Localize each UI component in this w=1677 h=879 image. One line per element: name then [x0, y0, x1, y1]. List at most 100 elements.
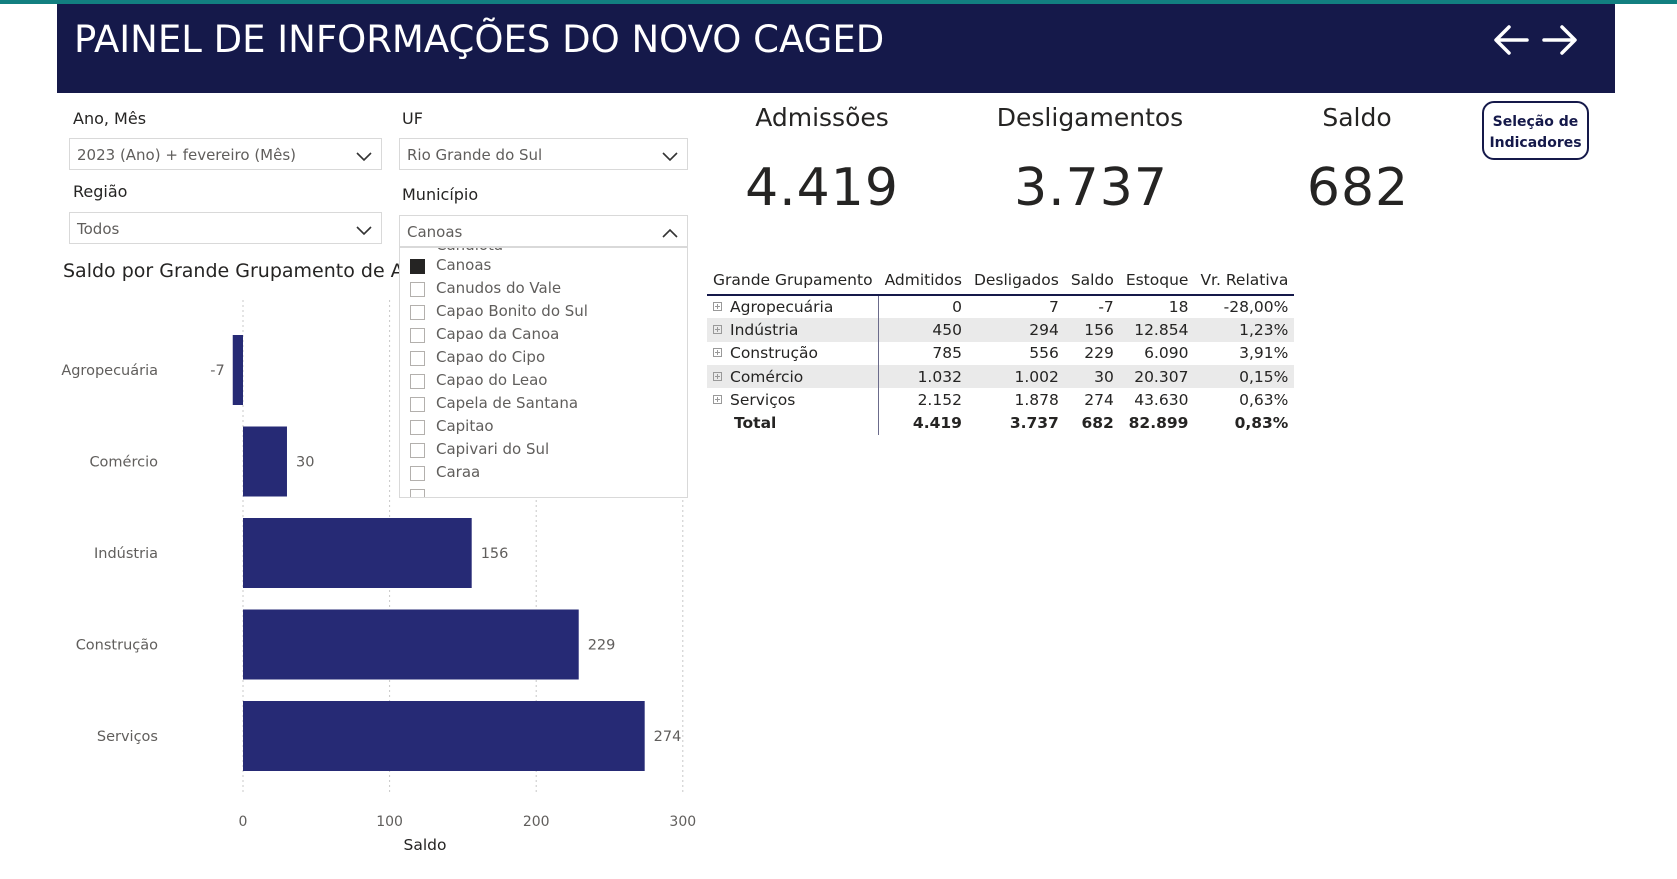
saldo-bar-chart: 0 100 200 300 Agropecuária -7 Comércio 30 Indúst…	[61, 300, 696, 854]
total-cell: 82.899	[1128, 414, 1189, 433]
row-label-cell[interactable]: Agropecuária	[707, 295, 880, 319]
saldo-value: 682	[1306, 158, 1410, 218]
selecao-indicadores-button[interactable]: Seleção de Indicadores	[1482, 101, 1589, 160]
uf-dropdown[interactable]: Rio Grande do Sul	[399, 138, 688, 170]
table-cell: 556	[1029, 344, 1059, 363]
clipped-option: Candiota	[436, 248, 503, 254]
bar[interactable]	[243, 609, 579, 680]
checkbox-icon[interactable]	[410, 282, 425, 297]
total-row: Total 4.419 3.737 682 82.899 0,83%	[707, 411, 1294, 435]
column-header[interactable]: Grande Grupamento	[707, 266, 879, 296]
column-header[interactable]: Saldo	[1064, 266, 1120, 296]
row-label-cell[interactable]: Comércio	[707, 364, 880, 389]
table-cell: 274	[1084, 390, 1114, 409]
category-label: Indústria	[94, 546, 158, 562]
row-label: Construção	[730, 344, 818, 363]
checkbox-icon	[410, 489, 425, 497]
bar[interactable]	[243, 701, 645, 771]
municipio-label: Município	[402, 185, 479, 204]
category-label: Serviços	[97, 729, 158, 745]
table-cell: 229	[1084, 344, 1114, 363]
checkbox-icon[interactable]	[410, 420, 425, 435]
regiao-dropdown[interactable]: Todos	[69, 212, 382, 244]
expand-plus-icon[interactable]	[713, 394, 722, 404]
chevron-down-icon	[355, 148, 373, 162]
table-cell: 18	[1168, 298, 1189, 317]
x-axis-title: Saldo	[404, 836, 447, 854]
column-header[interactable]: Vr. Relativa	[1194, 266, 1295, 296]
table-cell: 294	[967, 318, 1065, 342]
bar[interactable]	[243, 426, 287, 497]
municipio-option-label: Canudos do Vale	[436, 279, 562, 297]
bar[interactable]	[243, 518, 472, 588]
total-cell: 4.419	[912, 414, 962, 433]
expand-plus-icon[interactable]	[713, 371, 722, 381]
municipio-option-label: Canoas	[436, 256, 492, 274]
table-cell: 30	[1064, 364, 1120, 389]
table-row: Construção 785 556 229 6.090 3,91%	[707, 341, 1294, 365]
table-cell: -7	[1098, 298, 1114, 317]
regiao-label: Região	[73, 182, 128, 201]
expand-plus-icon[interactable]	[713, 302, 722, 312]
data-label: 274	[654, 729, 682, 745]
arrow-left-icon[interactable]	[1489, 18, 1533, 62]
table-cell: 3,91%	[1239, 344, 1289, 363]
table-cell: 450	[878, 318, 968, 342]
uf-value: Rio Grande do Sul	[407, 146, 543, 164]
table-cell: 20.307	[1119, 364, 1195, 389]
table-row: Agropecuária 0 7 -7 18 -28,00%	[707, 295, 1294, 319]
category-label: Agropecuária	[61, 363, 158, 379]
checkbox-icon[interactable]	[410, 466, 425, 481]
admissoes-title: Admissões	[755, 103, 889, 132]
chevron-down-icon	[355, 222, 373, 236]
bar[interactable]	[232, 335, 243, 405]
total-label: Total	[707, 411, 880, 435]
expand-plus-icon[interactable]	[713, 348, 722, 358]
table-cell: 785	[932, 344, 962, 363]
municipio-option-label: Capao da Canoa	[436, 325, 560, 343]
table-row: Indústria 450 294 156 12.854 1,23%	[707, 318, 1295, 342]
table-cell: 1,23%	[1194, 318, 1295, 342]
checkbox-icon[interactable]	[410, 443, 425, 458]
data-label: 30	[296, 455, 314, 471]
municipio-option-label: Capitao	[436, 417, 494, 435]
row-label-cell[interactable]: Indústria	[707, 318, 880, 342]
column-header[interactable]: Desligados	[967, 266, 1065, 296]
grupamento-table: Grande Grupamento Admitidos Desligados Sald…	[707, 266, 1295, 435]
category-label: Construção	[76, 638, 158, 654]
table-cell: 12.854	[1119, 318, 1195, 342]
checkbox-icon[interactable]	[410, 351, 425, 366]
municipio-dropdown[interactable]: Canoas	[399, 215, 688, 247]
checkbox-checked-icon[interactable]	[410, 259, 425, 274]
table-cell: 0,15%	[1194, 364, 1295, 389]
x-tick-label: 0	[239, 814, 248, 830]
admissoes-value: 4.419	[745, 158, 899, 218]
row-label: Serviços	[730, 390, 796, 409]
ano-mes-dropdown[interactable]: 2023 (Ano) + fevereiro (Mês)	[69, 138, 382, 170]
uf-label: UF	[402, 109, 423, 128]
expand-plus-icon[interactable]	[713, 324, 722, 334]
table-row: Serviços 2.152 1.878 274 43.630 0,63%	[707, 388, 1294, 412]
total-cell: 3.737	[1009, 414, 1059, 433]
municipio-options-list[interactable]: Candiota Canoas Canudos do Vale Capao Boni…	[399, 247, 688, 498]
row-label: Comércio	[730, 367, 804, 386]
data-label: 229	[588, 638, 616, 654]
column-header[interactable]: Admitidos	[878, 266, 968, 296]
ano-mes-label: Ano, Mês	[73, 109, 147, 128]
top-accent-line	[0, 0, 1677, 4]
checkbox-icon[interactable]	[410, 328, 425, 343]
row-label-cell[interactable]: Serviços	[707, 388, 880, 412]
checkbox-icon[interactable]	[410, 374, 425, 389]
row-label-cell[interactable]: Construção	[707, 341, 880, 365]
checkbox-icon[interactable]	[410, 397, 425, 412]
table-header-row: Grande Grupamento Admitidos Desligados Sald…	[707, 266, 1295, 296]
municipio-option-label: Capao do Leao	[436, 371, 548, 389]
header-bar: PAINEL DE INFORMAÇÕES DO NOVO CAGED	[57, 4, 1615, 93]
column-header[interactable]: Estoque	[1119, 266, 1195, 296]
municipio-option-label: Capela de Santana	[436, 394, 579, 412]
arrow-right-icon[interactable]	[1538, 18, 1582, 62]
checkbox-icon[interactable]	[410, 305, 425, 320]
saldo-title: Saldo	[1322, 103, 1392, 132]
total-cell: 682	[1081, 414, 1114, 433]
row-label: Indústria	[730, 320, 799, 339]
